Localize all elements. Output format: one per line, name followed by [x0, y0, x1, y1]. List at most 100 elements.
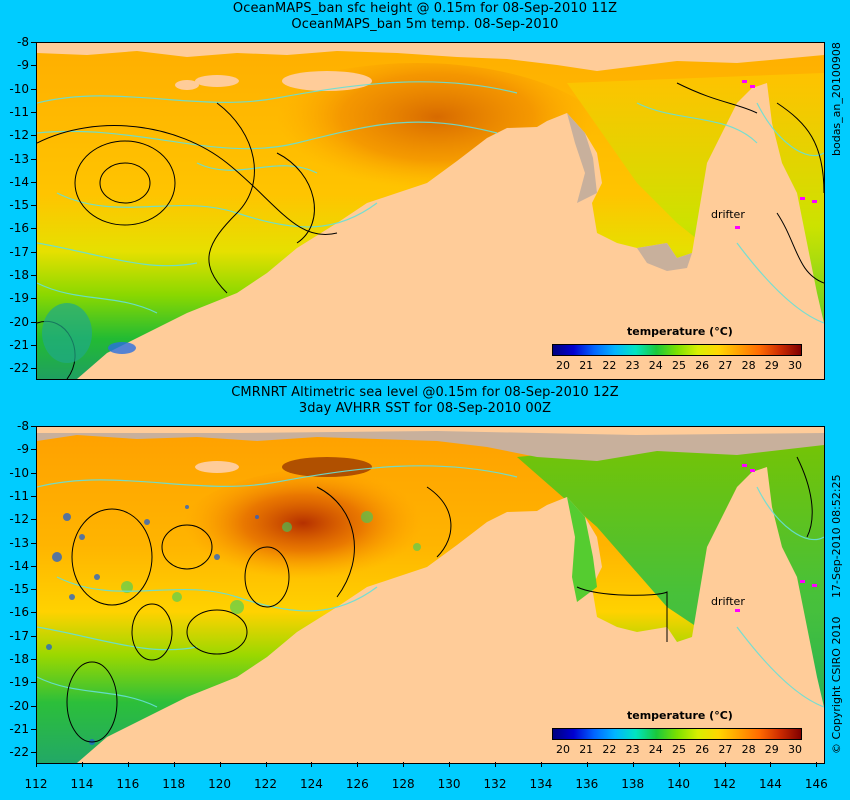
- colorbar-tick-label: 20: [556, 743, 570, 756]
- colorbar-tick-label: 30: [788, 359, 802, 372]
- top-lat-tick: [31, 228, 36, 230]
- bottom-colorbar-title: temperature (°C): [627, 709, 733, 722]
- top-lat-tick: [31, 42, 36, 43]
- lon-tick: [219, 762, 221, 767]
- lon-tick: [586, 762, 588, 767]
- colorbar-tick-label: 24: [648, 359, 663, 372]
- bottom-lat-label: -14: [9, 558, 29, 573]
- lon-tick: [81, 762, 83, 767]
- bottom-drifter-track-north-2: [750, 469, 755, 472]
- bottom-lat-tick: [31, 495, 36, 497]
- top-lat-tick: [31, 65, 36, 67]
- bottom-title-line1: CMRNRT Altimetric sea level @0.15m for 0…: [231, 385, 619, 400]
- top-lat-tick: [31, 135, 36, 137]
- bottom-lat-tick: [31, 728, 36, 730]
- lon-tick: [357, 762, 359, 767]
- bottom-lat-label: -8: [17, 419, 29, 433]
- bottom-drifter-track-east-2: [812, 584, 817, 587]
- top-lat-tick: [31, 181, 36, 183]
- lon-label: 138: [621, 777, 645, 791]
- top-drifter-track-north-2: [750, 85, 755, 88]
- bottom-lat-tick: [31, 472, 36, 474]
- top-map-svg: [37, 43, 824, 379]
- bottom-lat-label: -10: [9, 465, 29, 480]
- bottom-drifter-marker: [735, 609, 740, 612]
- lon-tick: [816, 762, 818, 767]
- colorbar-tick-label: 29: [764, 743, 779, 756]
- colorbar-tick-label: 21: [579, 743, 594, 756]
- bottom-lat-label: -11: [9, 488, 29, 503]
- colorbar-tick-label: 26: [695, 743, 710, 756]
- top-lat-label: -19: [9, 291, 29, 306]
- colorbar-tick-label: 25: [672, 743, 686, 756]
- bottom-colorbar: [552, 728, 802, 740]
- top-lat-label: -13: [9, 151, 29, 166]
- bottom-lat-label: -22: [9, 745, 29, 760]
- colorbar-tick-label: 24: [648, 743, 663, 756]
- top-lat-label: -21: [9, 337, 29, 352]
- top-lat-label: -11: [9, 104, 29, 119]
- lon-tick: [724, 762, 726, 767]
- colorbar-tick-label: 25: [672, 359, 686, 372]
- top-lat-label: -12: [9, 128, 29, 143]
- bottom-lat-label: -13: [9, 535, 29, 550]
- top-drifter-track-east-2: [812, 200, 817, 203]
- top-lat-label: -10: [9, 81, 29, 96]
- colorbar-tick-label: 28: [741, 743, 756, 756]
- top-lat-label: -8: [17, 35, 29, 49]
- top-lat-label: -14: [9, 174, 29, 189]
- top-lat-label: -20: [9, 314, 29, 329]
- bottom-lat-label: -18: [9, 652, 29, 666]
- top-lat-tick: [31, 88, 36, 90]
- lon-label: 118: [162, 777, 186, 791]
- bottom-lat-label: -16: [9, 605, 29, 620]
- top-lat-tick: [31, 368, 36, 370]
- top-lat-tick: [31, 111, 36, 113]
- top-map[interactable]: [36, 42, 825, 380]
- lon-tick: [265, 762, 267, 767]
- bottom-map-svg: [37, 427, 824, 763]
- bottom-lat-tick: [31, 565, 36, 567]
- top-lat-tick: [31, 205, 36, 207]
- lon-tick: [495, 762, 496, 767]
- colorbar-tick-label: 29: [764, 359, 779, 372]
- bottom-lat-label: -15: [9, 582, 29, 597]
- bottom-map[interactable]: [36, 426, 825, 764]
- bottom-lat-label: -12: [9, 512, 29, 527]
- top-lat-tick: [31, 158, 36, 160]
- lon-label: 116: [116, 777, 140, 791]
- colorbar-tick-label: 23: [625, 743, 640, 756]
- top-lat-label: -17: [9, 244, 29, 259]
- top-drifter-track-north: [742, 80, 747, 83]
- top-drifter-label: drifter: [711, 208, 745, 221]
- top-colorbar-title: temperature (°C): [627, 325, 733, 338]
- colorbar-tick-label: 21: [579, 359, 594, 372]
- lon-tick: [678, 762, 680, 767]
- bottom-drifter-track-east: [800, 580, 805, 583]
- lon-label: 128: [391, 777, 415, 791]
- australia-landmass-bottom: [77, 467, 824, 763]
- colorbar-tick-label: 30: [788, 743, 802, 756]
- colorbar-tick-label: 27: [718, 359, 733, 372]
- lon-label: 124: [299, 777, 323, 791]
- lon-label: 144: [758, 777, 782, 791]
- top-lat-label: -16: [9, 221, 29, 236]
- lon-tick: [770, 762, 772, 767]
- top-side-label: bodas_an_20100908: [830, 42, 843, 156]
- bottom-lat-tick: [31, 635, 36, 637]
- lon-label: 122: [254, 777, 277, 791]
- bottom-lat-tick: [31, 449, 36, 451]
- bottom-lat-tick: [31, 589, 36, 591]
- lon-label: 120: [208, 777, 232, 791]
- top-lat-label: -18: [9, 268, 29, 282]
- colorbar-tick-label: 22: [602, 743, 617, 756]
- top-lat-label: -15: [9, 198, 29, 213]
- bottom-lat-tick: [31, 519, 36, 521]
- colorbar-tick-label: 26: [695, 359, 710, 372]
- lon-tick: [449, 762, 451, 767]
- lon-label: 136: [575, 777, 599, 791]
- lon-label: 114: [70, 777, 94, 791]
- lon-label: 132: [483, 777, 507, 791]
- lon-label: 140: [667, 777, 691, 791]
- colorbar-tick-label: 28: [741, 359, 756, 372]
